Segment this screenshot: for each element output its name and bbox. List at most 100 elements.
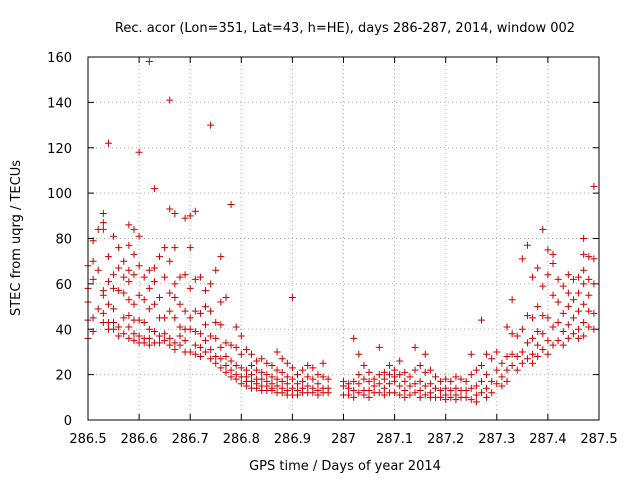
data-point bbox=[304, 362, 312, 370]
data-point bbox=[319, 373, 327, 381]
data-point bbox=[191, 341, 199, 349]
data-point bbox=[283, 380, 291, 388]
data-point bbox=[145, 284, 153, 292]
data-point bbox=[534, 341, 542, 349]
data-point bbox=[569, 275, 577, 283]
data-point bbox=[365, 377, 373, 385]
data-point bbox=[237, 332, 245, 340]
data-point bbox=[585, 323, 593, 331]
data-point bbox=[232, 362, 240, 370]
data-point bbox=[370, 382, 378, 390]
data-point bbox=[355, 350, 363, 358]
data-point bbox=[539, 282, 547, 290]
data-point bbox=[99, 225, 107, 233]
data-point bbox=[345, 384, 353, 392]
data-point bbox=[258, 355, 266, 363]
data-point bbox=[248, 362, 256, 370]
data-point bbox=[232, 343, 240, 351]
data-point bbox=[559, 282, 567, 290]
data-point bbox=[115, 323, 123, 331]
data-point bbox=[452, 396, 460, 404]
data-point bbox=[196, 309, 204, 317]
data-point bbox=[89, 257, 97, 265]
data-point bbox=[110, 232, 118, 240]
data-point bbox=[564, 334, 572, 342]
data-point bbox=[380, 375, 388, 383]
data-point bbox=[477, 362, 485, 370]
data-point bbox=[416, 362, 424, 370]
data-point bbox=[350, 387, 358, 395]
data-point bbox=[161, 314, 169, 322]
data-point bbox=[130, 271, 138, 279]
data-point bbox=[483, 371, 491, 379]
data-point bbox=[467, 384, 475, 392]
data-point bbox=[273, 375, 281, 383]
data-point bbox=[585, 253, 593, 261]
data-point bbox=[370, 375, 378, 383]
y-tick-label: 120 bbox=[47, 142, 72, 157]
data-point bbox=[426, 366, 434, 374]
data-point bbox=[217, 343, 225, 351]
data-point bbox=[212, 352, 220, 360]
data-point bbox=[508, 330, 516, 338]
data-point bbox=[590, 280, 598, 288]
data-point bbox=[222, 293, 230, 301]
data-point bbox=[150, 300, 158, 308]
data-point bbox=[288, 293, 296, 301]
data-point bbox=[176, 332, 184, 340]
data-point bbox=[268, 362, 276, 370]
data-point bbox=[314, 380, 322, 388]
data-point bbox=[196, 343, 204, 351]
data-point bbox=[493, 380, 501, 388]
x-tick-label: 287.4 bbox=[529, 432, 566, 447]
data-point bbox=[161, 273, 169, 281]
data-point bbox=[171, 346, 179, 354]
data-point bbox=[166, 334, 174, 342]
data-point bbox=[89, 328, 97, 336]
data-point bbox=[544, 350, 552, 358]
chart-title: Rec. acor (Lon=351, Lat=43, h=HE), days … bbox=[115, 21, 575, 36]
data-point bbox=[150, 328, 158, 336]
data-point bbox=[232, 375, 240, 383]
data-point bbox=[437, 377, 445, 385]
data-point bbox=[513, 366, 521, 374]
data-point bbox=[472, 391, 480, 399]
x-tick-label: 287.2 bbox=[427, 432, 464, 447]
data-point bbox=[258, 375, 266, 383]
data-point bbox=[217, 321, 225, 329]
data-point bbox=[350, 393, 358, 401]
data-point bbox=[237, 380, 245, 388]
data-point bbox=[580, 300, 588, 308]
data-point bbox=[380, 391, 388, 399]
data-point bbox=[421, 368, 429, 376]
data-point bbox=[518, 255, 526, 263]
data-point bbox=[406, 391, 414, 399]
data-point bbox=[283, 359, 291, 367]
data-point bbox=[575, 325, 583, 333]
data-point bbox=[242, 346, 250, 354]
data-point bbox=[125, 334, 133, 342]
data-point bbox=[575, 273, 583, 281]
data-point bbox=[391, 389, 399, 397]
data-point bbox=[529, 314, 537, 322]
data-point bbox=[191, 307, 199, 315]
data-point bbox=[472, 366, 480, 374]
data-point bbox=[217, 253, 225, 261]
y-tick-label: 0 bbox=[64, 414, 72, 429]
data-point bbox=[498, 382, 506, 390]
data-point bbox=[104, 300, 112, 308]
data-point bbox=[385, 371, 393, 379]
data-point bbox=[421, 350, 429, 358]
data-point bbox=[488, 389, 496, 397]
data-point bbox=[483, 350, 491, 358]
data-point bbox=[380, 368, 388, 376]
data-point bbox=[483, 393, 491, 401]
data-point bbox=[115, 332, 123, 340]
data-point bbox=[539, 225, 547, 233]
data-point bbox=[202, 321, 210, 329]
data-point bbox=[258, 368, 266, 376]
data-point bbox=[564, 289, 572, 297]
data-point bbox=[191, 275, 199, 283]
data-point bbox=[503, 352, 511, 360]
data-point bbox=[513, 352, 521, 360]
